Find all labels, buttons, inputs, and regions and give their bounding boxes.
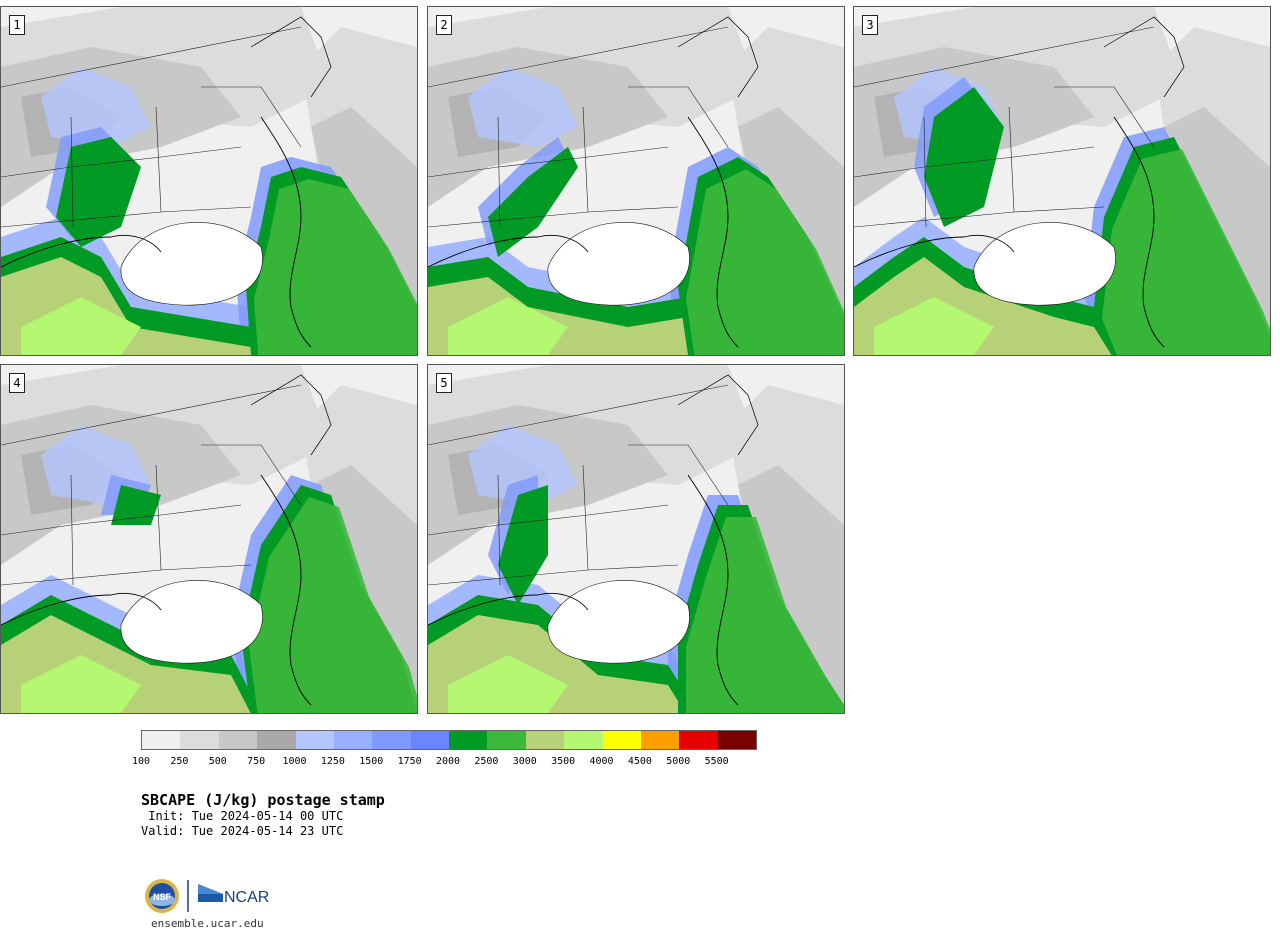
valid-time: Valid: Tue 2024-05-14 23 UTC [141,824,344,838]
colorbar-swatch [180,731,219,749]
colorbar-tick-label: 250 [170,756,189,767]
logo-block: NSF NCAR [143,876,283,916]
member-label-5: 5 [436,373,452,393]
ensemble-member-panel-5: 5 [427,364,845,714]
colorbar-swatch [640,731,680,749]
ncar-logo-text: NCAR [224,889,269,906]
colorbar-swatch [449,731,488,749]
colorbar-tick-label: 3500 [551,756,576,767]
colorbar-swatch [372,731,411,749]
colorbar-tick-label: 750 [247,756,266,767]
colorbar-tick-label: 2500 [474,756,499,767]
colorbar-tick-label: 5500 [704,756,729,767]
cape-map-1 [1,7,417,355]
colorbar-tick-label: 1250 [320,756,345,767]
colorbar-tick-label: 4000 [589,756,614,767]
colorbar-tick-label: 500 [208,756,227,767]
nsf-logo: NSF [145,879,179,913]
cape-map-5 [428,365,844,713]
colorbar-swatch [602,731,641,749]
ensemble-member-panel-3: 3 [853,6,1271,356]
cape-map-4 [1,365,417,713]
ensemble-member-panel-2: 2 [427,6,845,356]
colorbar-tick-label: 4500 [627,756,652,767]
colorbar-swatch [717,731,756,749]
ncar-logo: NCAR [198,884,269,906]
colorbar-swatch [295,731,334,749]
colorbar-swatch [525,731,565,749]
colorbar-tick-label: 1000 [282,756,307,767]
colorbar-tick-label: 2000 [435,756,461,767]
website-url: ensemble.ucar.edu [151,917,264,930]
ensemble-member-panel-4: 4 [0,364,418,714]
colorbar-tick-label: 100 [131,756,151,767]
cape-map-2 [428,7,844,355]
colorbar-swatch [218,731,258,749]
member-label-1: 1 [9,15,25,35]
member-label-3: 3 [862,15,878,35]
member-label-2: 2 [436,15,452,35]
cape-colorbar [141,730,757,750]
colorbar-tick-label: 1750 [397,756,422,767]
member-label-4: 4 [9,373,25,393]
nsf-ncar-logo: NSF NCAR [145,879,269,913]
ensemble-member-panel-1: 1 [0,6,418,356]
colorbar-tick-label: 3000 [512,756,537,767]
colorbar-tick-label: 5000 [666,756,691,767]
colorbar-swatch [679,731,718,749]
nsf-logo-text: NSF [153,892,172,902]
colorbar-tick-label: 1500 [359,756,384,767]
colorbar-swatch [257,731,296,749]
cape-map-3 [854,7,1270,355]
colorbar-swatch [142,731,181,749]
init-time: Init: Tue 2024-05-14 00 UTC [141,809,344,823]
colorbar-swatch [564,731,603,749]
colorbar-swatch [333,731,373,749]
colorbar-swatch [410,731,449,749]
colorbar-swatch [487,731,526,749]
chart-title: SBCAPE (J/kg) postage stamp [141,791,385,809]
